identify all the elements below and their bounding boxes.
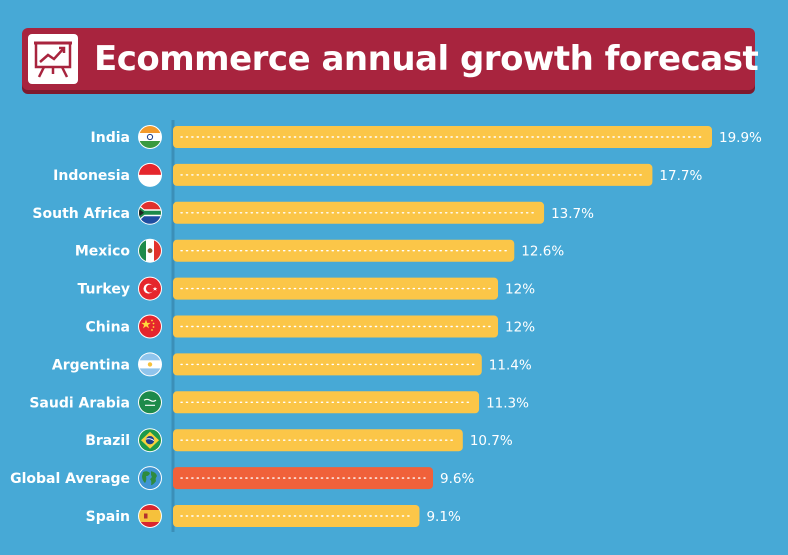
category-label-indonesia: Indonesia [53,168,130,184]
bar-brazil [173,429,463,452]
value-label-brazil: 10.7% [470,433,513,449]
chart-presentation-icon [28,34,78,84]
bar-china [173,315,499,338]
globe-icon [138,466,162,491]
saudi-arabia-flag-icon [138,390,162,415]
argentina-flag-icon [138,352,162,377]
value-label-turkey: 12% [505,282,535,298]
bar-global-average [173,467,434,490]
value-label-china: 12% [505,320,535,336]
china-flag-icon [138,314,162,339]
category-label-turkey: Turkey [78,282,130,298]
turkey-flag-icon [138,276,162,301]
category-label-saudi-arabia: Saudi Arabia [29,395,130,411]
category-label-south-africa: South Africa [32,206,130,222]
title-banner: Ecommerce annual growth forecast [22,28,759,90]
category-label-argentina: Argentina [52,357,130,373]
mexico-flag-icon [138,238,162,263]
category-label-brazil: Brazil [85,433,130,449]
value-label-indonesia: 17.7% [659,168,702,184]
value-label-saudi-arabia: 11.3% [486,395,529,411]
value-label-south-africa: 13.7% [551,206,594,222]
value-label-argentina: 11.4% [489,357,532,373]
value-label-india: 19.9% [719,130,762,146]
value-label-spain: 9.1% [426,509,460,525]
category-label-india: India [91,130,130,146]
bar-india [173,126,712,148]
page-title: Ecommerce annual growth forecast [94,39,759,79]
category-label-china: China [86,320,130,336]
spain-flag-icon [138,504,162,528]
south-africa-flag-icon [138,200,162,225]
brazil-flag-icon [138,428,162,453]
value-label-global-average: 9.6% [440,471,474,487]
value-label-mexico: 12.6% [521,244,564,260]
category-label-mexico: Mexico [75,244,131,260]
category-label-global-average: Global Average [10,471,130,487]
indonesia-flag-icon [138,162,162,187]
bar-saudi-arabia [173,391,480,414]
india-flag-icon [138,125,162,149]
bar-turkey [173,277,499,300]
category-label-spain: Spain [86,509,130,525]
